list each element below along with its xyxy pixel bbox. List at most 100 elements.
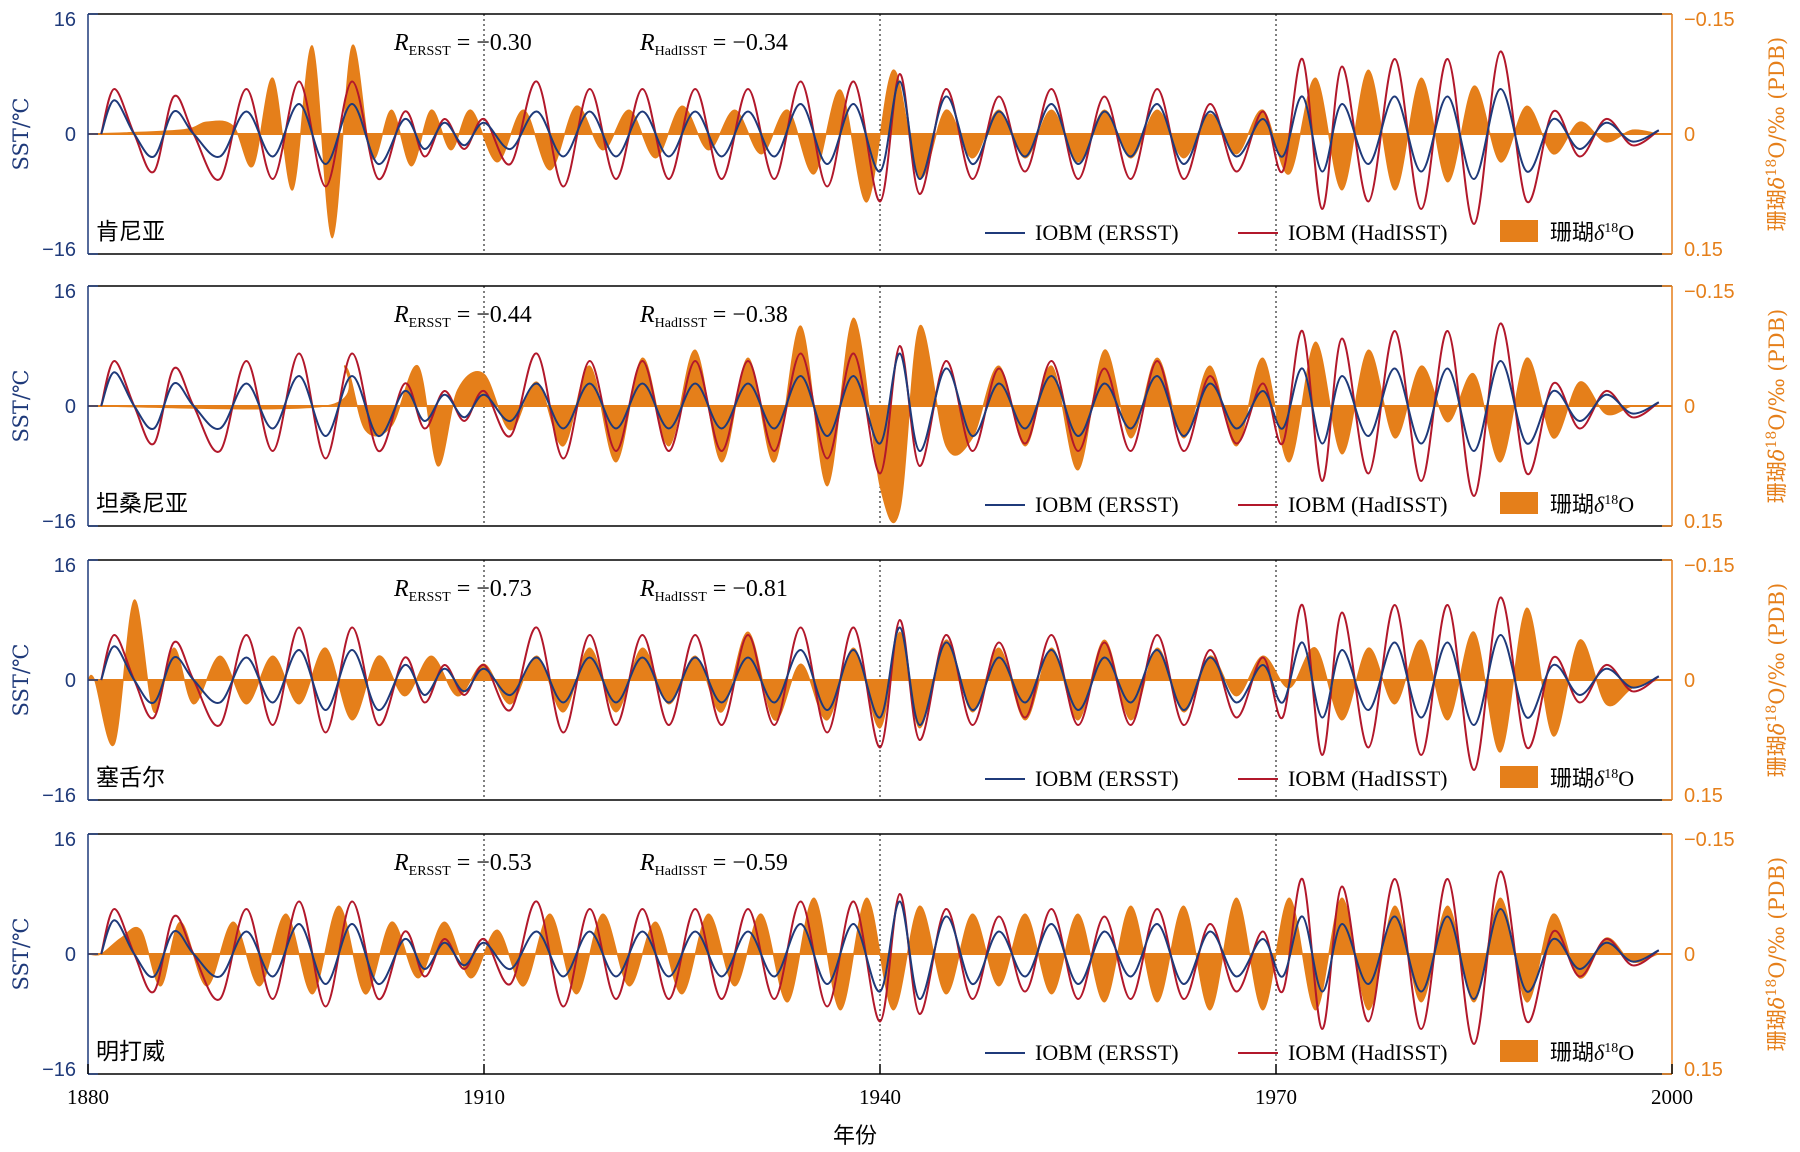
left-tick-label: 0 <box>65 396 76 418</box>
right-y-axis-label-sup: 18 <box>1764 705 1780 723</box>
legend-coral-label: 珊瑚δ18O <box>1550 1040 1634 1065</box>
right-y-axis-label-delta: δ <box>1765 997 1789 1010</box>
r-ersst-label: RERSST = −0.30 <box>393 30 532 59</box>
right-tick-label: −0.15 <box>1684 281 1735 303</box>
legend-ersst-label: IOBM (ERSST) <box>1035 220 1179 245</box>
r-symbol: R <box>393 850 409 876</box>
r-ersst-subscript: ERSST <box>409 44 451 59</box>
left-tick-label: −16 <box>42 511 76 533</box>
right-y-axis-label-prefix: 珊瑚 <box>1765 1009 1789 1051</box>
r-ersst-value: = −0.53 <box>451 850 532 876</box>
legend-coral-sup: 18 <box>1604 1041 1618 1056</box>
x-axis-ticks: 1880 1910 1940 1970 2000 <box>67 1064 1693 1109</box>
left-y-axis-label: SST/℃ <box>9 644 33 717</box>
legend-coral-prefix: 珊瑚 <box>1550 220 1594 245</box>
r-symbol: R <box>639 302 655 328</box>
r-hadisst-value: = −0.59 <box>707 850 788 876</box>
legend-coral-suffix: O <box>1618 492 1634 517</box>
legend-coral-prefix: 珊瑚 <box>1550 766 1594 791</box>
r-symbol: R <box>393 30 409 56</box>
right-y-axis-label-prefix: 珊瑚 <box>1765 461 1789 503</box>
left-tick-label: −16 <box>42 785 76 807</box>
right-tick-label: 0.15 <box>1684 511 1723 533</box>
site-label: 坦桑尼亚 <box>96 491 188 517</box>
r-ersst-label: RERSST = −0.73 <box>393 576 532 605</box>
right-y-axis-label: 珊瑚δ18O/‰ (PDB) <box>1764 37 1789 231</box>
r-symbol: R <box>639 30 655 56</box>
left-y-axis-label: SST/℃ <box>9 918 33 991</box>
right-tick-label: −0.15 <box>1684 9 1735 31</box>
x-tick-label: 1910 <box>463 1085 505 1109</box>
coral-d18o-area <box>88 44 1672 239</box>
right-tick-label: −0.15 <box>1684 555 1735 577</box>
left-tick-label: 0 <box>65 124 76 146</box>
right-tick-label: −0.15 <box>1684 829 1735 851</box>
right-y-axis-label-suffix: O/‰ (PDB) <box>1765 37 1789 159</box>
r-ersst-subscript: ERSST <box>409 864 451 879</box>
legend-coral-delta: δ <box>1594 492 1605 517</box>
r-ersst-label: RERSST = −0.53 <box>393 850 532 879</box>
x-axis-label: 年份 <box>833 1124 877 1149</box>
ersst-line <box>100 900 1660 1001</box>
right-y-axis-label-suffix: O/‰ (PDB) <box>1765 583 1789 705</box>
right-y-axis-label-suffix: O/‰ (PDB) <box>1765 309 1789 431</box>
legend-ersst-label: IOBM (ERSST) <box>1035 766 1179 791</box>
left-y-axis-label: SST/℃ <box>9 370 33 443</box>
legend-coral-label: 珊瑚δ18O <box>1550 766 1634 791</box>
coral-d18o-area <box>88 897 1672 1011</box>
legend-coral-prefix: 珊瑚 <box>1550 492 1594 517</box>
ersst-line <box>100 626 1660 727</box>
legend-coral-sup: 18 <box>1604 493 1618 508</box>
r-ersst-subscript: ERSST <box>409 316 451 331</box>
legend-coral-swatch <box>1500 220 1538 242</box>
r-hadisst-subscript: HadISST <box>655 864 708 879</box>
right-y-axis-label-sup: 18 <box>1764 431 1780 449</box>
right-y-axis-label-sup: 18 <box>1764 979 1780 997</box>
r-ersst-subscript: ERSST <box>409 590 451 605</box>
left-tick-label: 16 <box>54 829 76 851</box>
site-label: 肯尼亚 <box>96 219 165 245</box>
coral-d18o-area <box>88 317 1672 524</box>
legend-coral-sup: 18 <box>1604 767 1618 782</box>
r-hadisst-label: RHadISST = −0.81 <box>639 576 788 605</box>
r-hadisst-subscript: HadISST <box>655 44 708 59</box>
r-hadisst-value: = −0.38 <box>707 302 788 328</box>
legend-ersst-label: IOBM (ERSST) <box>1035 492 1179 517</box>
right-y-axis-label-prefix: 珊瑚 <box>1765 189 1789 231</box>
ersst-line <box>100 80 1660 181</box>
legend-ersst-label: IOBM (ERSST) <box>1035 1040 1179 1065</box>
x-tick-label: 2000 <box>1651 1085 1693 1109</box>
ersst-line <box>100 352 1660 453</box>
plot-area <box>88 44 1672 239</box>
site-label: 塞舌尔 <box>96 765 165 791</box>
right-y-axis-label-prefix: 珊瑚 <box>1765 735 1789 777</box>
legend-coral-prefix: 珊瑚 <box>1550 1040 1594 1065</box>
r-hadisst-value: = −0.34 <box>707 30 788 56</box>
left-tick-label: −16 <box>42 1059 76 1081</box>
r-symbol: R <box>639 850 655 876</box>
x-tick-label: 1970 <box>1255 1085 1297 1109</box>
x-tick-label: 1880 <box>67 1085 109 1109</box>
r-ersst-value: = −0.44 <box>451 302 532 328</box>
plot-area <box>88 870 1672 1046</box>
right-y-axis-label: 珊瑚δ18O/‰ (PDB) <box>1764 583 1789 777</box>
left-tick-label: 0 <box>65 944 76 966</box>
legend-coral-label: 珊瑚δ18O <box>1550 492 1634 517</box>
legend-coral-swatch <box>1500 766 1538 788</box>
site-label: 明打威 <box>96 1039 165 1065</box>
left-y-axis-label: SST/℃ <box>9 98 33 171</box>
left-tick-label: −16 <box>42 239 76 261</box>
legend-hadisst-label: IOBM (HadISST) <box>1288 220 1448 245</box>
r-ersst-value: = −0.30 <box>451 30 532 56</box>
right-tick-label: 0.15 <box>1684 785 1723 807</box>
r-symbol: R <box>393 302 409 328</box>
r-ersst-value: = −0.73 <box>451 576 532 602</box>
legend-coral-label: 珊瑚δ18O <box>1550 220 1634 245</box>
r-hadisst-label: RHadISST = −0.59 <box>639 850 788 879</box>
left-tick-label: 16 <box>54 281 76 303</box>
right-y-axis-label-delta: δ <box>1765 449 1789 462</box>
